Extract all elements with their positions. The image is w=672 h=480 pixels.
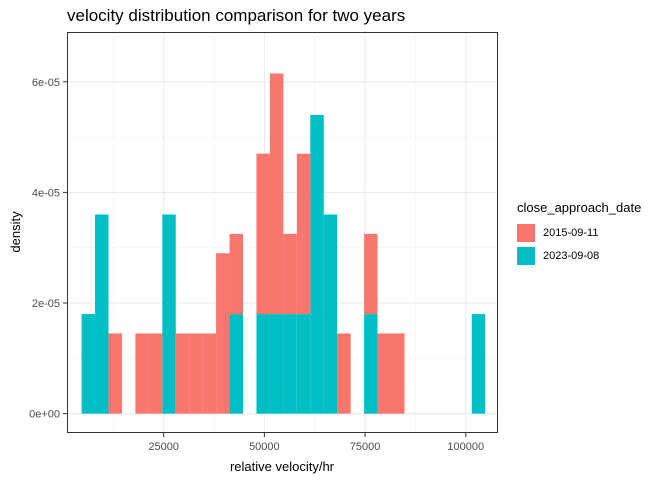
bar-2023-09-08-5 <box>269 314 284 414</box>
bar-2023-09-08-6 <box>283 314 297 414</box>
bar-2023-09-08-7 <box>296 314 311 414</box>
legend-key-2023-09-08 <box>517 246 535 265</box>
x-axis: 25000 50000 75000 100000 <box>148 433 484 453</box>
y-axis: 0e+00 2e-05 4e-05 6e-05 <box>29 77 67 421</box>
bar-2015-09-11-11 <box>296 153 311 315</box>
bar-2015-09-11-6 <box>216 253 230 414</box>
bar-2015-09-11-10 <box>283 233 297 315</box>
plot-border <box>67 32 498 433</box>
bar-2015-09-11-8 <box>256 153 270 315</box>
y-axis-title: density <box>8 211 23 253</box>
bar-2023-09-08-8 <box>310 114 324 414</box>
bar-2015-09-11-2 <box>148 333 163 414</box>
bar-2023-09-08-9 <box>323 214 338 414</box>
bar-2023-09-08-4 <box>256 314 270 414</box>
bar-2015-09-11-3 <box>175 333 190 414</box>
legend-title: close_approach_date <box>517 200 642 215</box>
bar-2015-09-11-13 <box>337 333 351 414</box>
bar-2015-09-11-14 <box>364 233 378 315</box>
bar-2015-09-11-5 <box>202 333 217 414</box>
bar-2015-09-11-16 <box>391 333 405 414</box>
bar-2015-09-11-0 <box>108 333 122 414</box>
chart-title: velocity distribution comparison for two… <box>67 6 406 25</box>
legend: close_approach_date 2015-09-11 2023-09-0… <box>517 200 641 267</box>
bar-2015-09-11-15 <box>377 333 392 414</box>
bar-2015-09-11-9 <box>269 73 284 315</box>
bar-2023-09-08-0 <box>81 314 96 414</box>
legend-key-2015-09-11 <box>517 223 535 242</box>
y-tick-label-2: 4e-05 <box>32 187 60 199</box>
y-tick-label-3: 6e-05 <box>32 77 60 89</box>
x-axis-title: relative velocity/hr <box>230 459 335 474</box>
legend-item-2015-09-11: 2015-09-11 <box>517 221 641 244</box>
x-tick-label-3: 100000 <box>447 441 484 453</box>
histogram-bars <box>81 73 486 414</box>
x-tick-label-0: 25000 <box>148 441 179 453</box>
legend-label-2015-09-11: 2015-09-11 <box>543 226 599 239</box>
bar-2015-09-11-1 <box>135 333 149 414</box>
bar-2023-09-08-10 <box>364 314 378 414</box>
bar-2023-09-08-3 <box>229 314 244 414</box>
y-tick-label-1: 2e-05 <box>32 298 60 310</box>
bar-2023-09-08-1 <box>95 214 109 414</box>
bar-2023-09-08-11 <box>471 314 486 414</box>
bar-2023-09-08-2 <box>162 214 176 414</box>
bar-2015-09-11-7 <box>229 233 244 315</box>
x-tick-label-2: 75000 <box>350 441 381 453</box>
bar-2015-09-11-4 <box>189 333 203 414</box>
x-tick-label-1: 50000 <box>249 441 280 453</box>
y-tick-label-0: 0e+00 <box>29 409 60 421</box>
legend-label-2023-09-08: 2023-09-08 <box>543 249 600 262</box>
legend-item-2023-09-08: 2023-09-08 <box>517 244 641 267</box>
